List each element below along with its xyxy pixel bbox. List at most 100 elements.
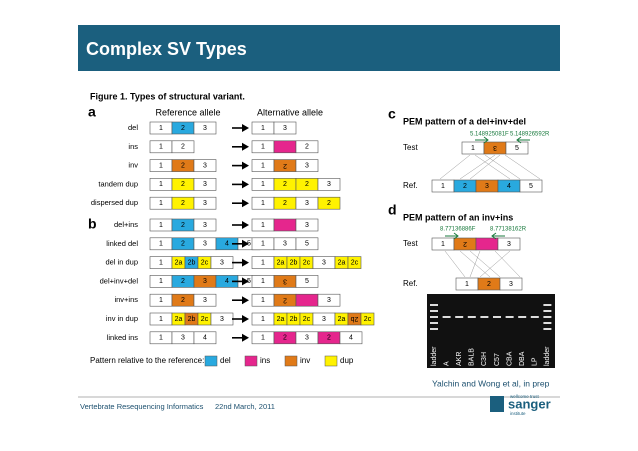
segment-label: 2a (277, 259, 285, 266)
panel-letter: b (88, 216, 97, 232)
lane-label: C57 (494, 353, 501, 366)
segment-label: 1 (159, 335, 163, 342)
arrow-head (242, 199, 249, 208)
segment-label: 1 (159, 125, 163, 132)
segment-label: 4 (225, 241, 229, 248)
segment-label: 1 (261, 144, 265, 151)
segment-label: 5 (247, 278, 251, 285)
panel-letter: c (388, 106, 396, 122)
read-name: 8.77136886F (440, 227, 476, 233)
segment-label: 3 (485, 183, 489, 190)
segment-label: 2b (290, 259, 298, 266)
lane-label: ladder (431, 346, 438, 366)
gel-band (543, 316, 552, 318)
row-label: del (128, 123, 138, 132)
gel-band (493, 316, 501, 318)
segment-label: 3 (283, 278, 287, 285)
segment-label: 4 (349, 335, 353, 342)
footer-date: 22nd March, 2011 (215, 402, 275, 411)
credit: Yalchin and Wong et al, in prep (432, 378, 550, 388)
segment (273, 121, 297, 135)
segment (360, 312, 375, 326)
segment-label: 2a (338, 259, 346, 266)
segment-label: 3 (203, 241, 207, 248)
gel-band (518, 316, 527, 318)
gel-band (430, 316, 438, 318)
row-label: linked del (106, 239, 138, 248)
gel-band (480, 316, 489, 318)
segment-label: 4 (507, 183, 511, 190)
segment (497, 237, 521, 251)
arrow-head (242, 315, 249, 323)
row-label: Test (403, 239, 418, 248)
segment-label: 2a (338, 316, 346, 323)
gel-band (430, 310, 438, 312)
segment-label: 1 (261, 316, 265, 323)
segment-label: 1 (261, 222, 265, 229)
segment (295, 218, 319, 232)
segment-label: 3 (203, 222, 207, 229)
segment-label: 5 (305, 241, 309, 248)
segment-label: 2 (283, 181, 287, 188)
arrow-head (242, 258, 249, 267)
lane-label: ladder (544, 346, 551, 366)
segment-label: 3 (507, 241, 511, 248)
segment-label: 1 (261, 335, 265, 342)
legend-swatch (244, 355, 258, 367)
segment-label: 2c (201, 259, 209, 266)
segment-label: 2b (188, 259, 196, 266)
gel-band (455, 316, 464, 318)
segment (193, 218, 217, 232)
segment-label: 2 (283, 162, 287, 169)
pair-line (444, 250, 466, 278)
pair-line (469, 250, 501, 278)
segment-label: 3 (283, 125, 287, 132)
segment-label: 1 (159, 181, 163, 188)
lane-label: AKR (456, 352, 463, 366)
logo-mark (490, 396, 504, 412)
gel-band (430, 322, 438, 324)
read-arrow (516, 136, 530, 144)
segment-label: 2c (201, 316, 209, 323)
segment (193, 196, 217, 210)
segment-label: 4 (203, 335, 207, 342)
segment-label: 1 (159, 222, 163, 229)
segment-label: 1 (261, 259, 265, 266)
segment-label: 2 (305, 144, 309, 151)
gel-image (427, 294, 555, 368)
segment-label: 1 (159, 297, 163, 304)
segment (193, 293, 217, 307)
segment-label: 2a (175, 259, 183, 266)
legend-title: Pattern relative to the reference: (90, 356, 204, 365)
gel-band (543, 304, 552, 306)
panel-letter: d (388, 202, 397, 218)
segment-label: 3 (305, 222, 309, 229)
segment-label: 2c (351, 259, 359, 266)
segment (339, 331, 363, 345)
row-label: Ref. (403, 279, 418, 288)
panel-title: PEM pattern of a del+inv+del (403, 116, 526, 126)
read-arrow (491, 232, 505, 240)
row-label: del in dup (105, 258, 138, 267)
segment-label: 5 (529, 183, 533, 190)
segment-label: 1 (261, 297, 265, 304)
segment-label: 3 (203, 200, 207, 207)
lane-label: BALB (469, 348, 476, 366)
legend-label: ins (260, 356, 270, 365)
logo: sanger (508, 396, 551, 411)
gel-band (530, 316, 539, 318)
segment (295, 159, 319, 172)
segment (273, 218, 297, 232)
segment-label: 3 (305, 335, 309, 342)
segment (295, 140, 319, 154)
arrow-head (242, 239, 249, 248)
segment (317, 196, 341, 210)
read-name: 5.148926592R (510, 132, 550, 138)
row-label: Ref. (403, 181, 418, 190)
segment-label: 2 (487, 281, 491, 288)
row-label: inv in dup (106, 314, 138, 323)
segment-label: 3 (322, 259, 326, 266)
segment-label: 3 (305, 200, 309, 207)
segment-label: 2 (181, 144, 185, 151)
lane-label: C3H (481, 352, 488, 366)
